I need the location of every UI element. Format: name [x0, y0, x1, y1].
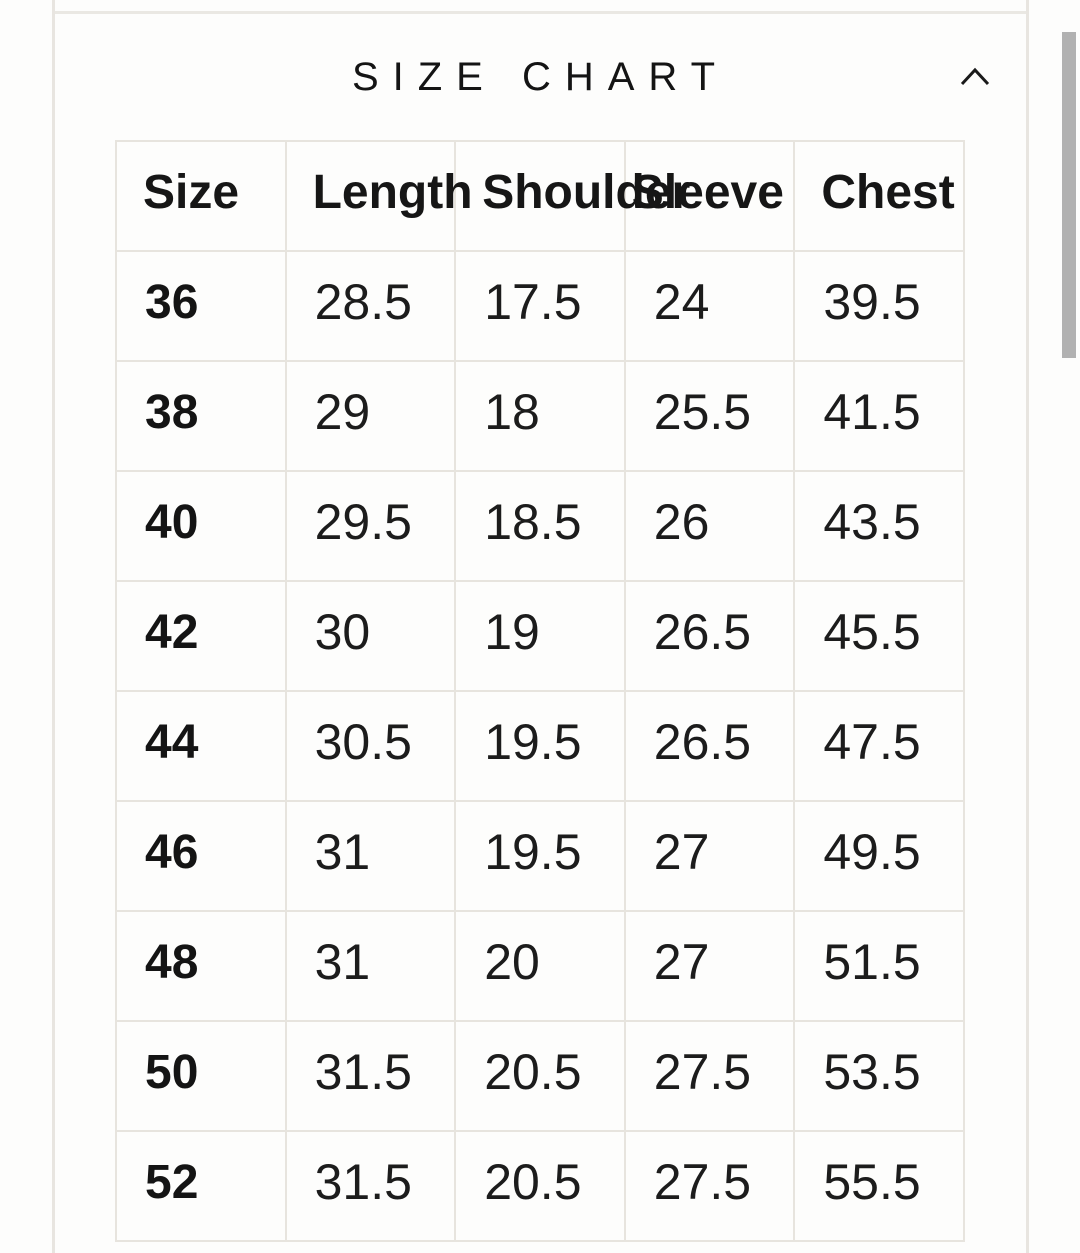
table-cell: 31: [284, 910, 457, 1022]
table-row: 36 28.5 17.5 24 39.5: [115, 250, 965, 362]
table-row: 42 30 19 26.5 45.5: [115, 580, 965, 692]
table-cell: 28.5: [284, 250, 457, 362]
table-cell: 48: [115, 910, 287, 1022]
table-cell: 38: [115, 360, 287, 472]
table-cell: 27: [623, 910, 796, 1022]
table-cell: 26.5: [623, 690, 796, 802]
table-cell: 31.5: [284, 1130, 457, 1242]
table-cell: 50: [115, 1020, 287, 1132]
table-cell: 53.5: [793, 1020, 965, 1132]
table-cell: 20.5: [454, 1020, 626, 1132]
table-cell: 51.5: [793, 910, 965, 1022]
chevron-up-icon: [960, 67, 990, 87]
table-cell: 42: [115, 580, 287, 692]
table-cell: 26: [623, 470, 796, 582]
table-cell: 18: [454, 360, 626, 472]
table-cell: 30.5: [284, 690, 457, 802]
table-cell: 55.5: [793, 1130, 965, 1242]
table-cell: 26.5: [623, 580, 796, 692]
table-row: 40 29.5 18.5 26 43.5: [115, 470, 965, 582]
content-left-divider: [52, 0, 55, 1253]
table-cell: 24: [623, 250, 796, 362]
table-cell: 46: [115, 800, 287, 912]
table-row: 46 31 19.5 27 49.5: [115, 800, 965, 912]
table-cell: 47.5: [793, 690, 965, 802]
table-header-row: Size Length Shoulder Sleeve Chest: [115, 140, 965, 252]
table-cell: 52: [115, 1130, 287, 1242]
table-cell: 19.5: [454, 800, 626, 912]
table-cell: 17.5: [454, 250, 626, 362]
size-chart-title: SIZE CHART: [351, 54, 730, 99]
table-cell: 19: [454, 580, 626, 692]
size-chart-table: Size Length Shoulder Sleeve Chest 36 28.5…: [115, 140, 965, 1242]
size-chart-accordion-header[interactable]: SIZE CHART: [55, 14, 1026, 140]
table-cell: 29.5: [284, 470, 457, 582]
header-chest: Chest: [793, 140, 965, 252]
header-length: Length: [284, 140, 473, 252]
table-cell: 41.5: [793, 360, 965, 472]
table-cell: 40: [115, 470, 287, 582]
table-cell: 27.5: [623, 1130, 796, 1242]
table-row: 38 29 18 25.5 41.5: [115, 360, 965, 472]
table-cell: 31: [284, 800, 457, 912]
table-row: 48 31 20 27 51.5: [115, 910, 965, 1022]
table-row: 44 30.5 19.5 26.5 47.5: [115, 690, 965, 802]
table-cell: 25.5: [623, 360, 796, 472]
table-cell: 20.5: [454, 1130, 626, 1242]
table-cell: 44: [115, 690, 287, 802]
header-shoulder: Shoulder: [454, 140, 690, 252]
table-cell: 29: [284, 360, 457, 472]
table-row: 52 31.5 20.5 27.5 55.5: [115, 1130, 965, 1242]
table-cell: 31.5: [284, 1020, 457, 1132]
table-row: 50 31.5 20.5 27.5 53.5: [115, 1020, 965, 1132]
table-cell: 27: [623, 800, 796, 912]
table-cell: 43.5: [793, 470, 965, 582]
table-cell: 36: [115, 250, 287, 362]
header-size: Size: [115, 140, 287, 252]
accordion-section-divider: [55, 11, 1026, 14]
table-cell: 49.5: [793, 800, 965, 912]
table-cell: 45.5: [793, 580, 965, 692]
table-cell: 30: [284, 580, 457, 692]
table-cell: 19.5: [454, 690, 626, 802]
table-cell: 27.5: [623, 1020, 796, 1132]
vertical-scrollbar-thumb[interactable]: [1062, 32, 1076, 358]
header-sleeve: Sleeve: [623, 140, 796, 252]
content-right-divider: [1026, 0, 1029, 1253]
table-cell: 20: [454, 910, 626, 1022]
table-cell: 39.5: [793, 250, 965, 362]
table-cell: 18.5: [454, 470, 626, 582]
